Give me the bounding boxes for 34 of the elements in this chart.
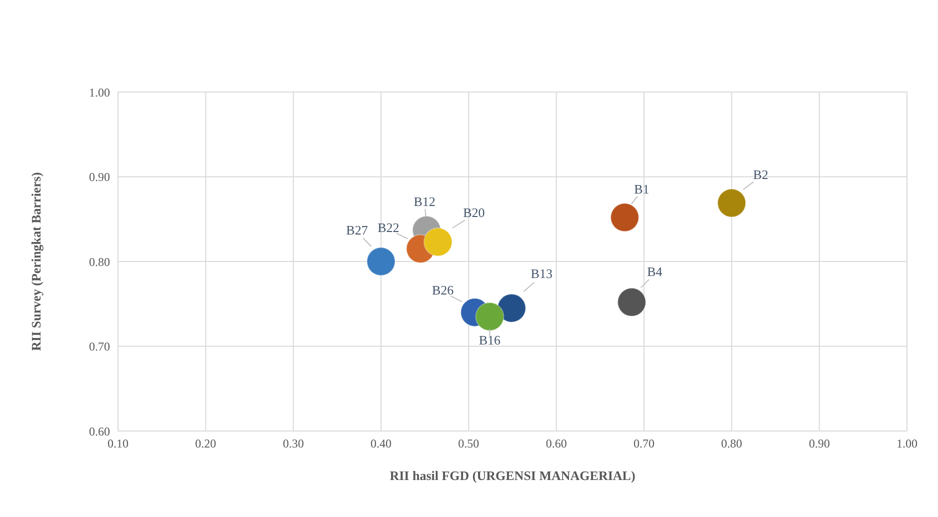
x-tick-label: 1.00	[896, 436, 918, 451]
y-tick-label: 1.00	[89, 85, 110, 100]
point	[423, 228, 452, 257]
x-tick-label: 0.10	[108, 436, 128, 451]
y-tick-label: 0.60	[89, 424, 110, 438]
y-tick-label: 0.70	[89, 340, 110, 354]
x-tick-label: 0.40	[370, 436, 392, 451]
series-label: B16	[478, 332, 502, 348]
series-label: B4	[647, 264, 663, 280]
series-label: B26	[432, 282, 454, 298]
x-tick-label: 0.60	[546, 436, 567, 451]
series-label: B13	[530, 266, 552, 282]
series-label: B1	[634, 181, 650, 196]
x-tick-label: 0.30	[282, 436, 304, 451]
series-label: B22	[378, 220, 400, 235]
x-tick-label: 0.90	[808, 436, 830, 451]
y-tick-label: 0.90	[89, 170, 110, 184]
point	[497, 294, 526, 323]
x-tick-label: 0.80	[721, 436, 742, 451]
series-label: B12	[414, 194, 436, 210]
point	[717, 188, 746, 218]
series-label: B27	[346, 222, 368, 238]
point	[610, 202, 640, 232]
x-tick-label: 0.20	[195, 436, 216, 451]
x-tick-label: 0.70	[634, 436, 654, 451]
x-tick-label: 0.50	[458, 436, 480, 451]
series-label: B2	[753, 167, 768, 182]
y-axis-title: RII Survey (Peringkat Barriers)	[28, 172, 44, 351]
y-tick-label: 0.80	[89, 254, 110, 269]
x-axis-title: RII hasil FGD (URGENSI MANAGERIAL)	[390, 468, 636, 483]
series-label: B20	[463, 204, 485, 220]
point	[617, 288, 646, 317]
point	[475, 302, 504, 332]
point	[366, 247, 396, 276]
